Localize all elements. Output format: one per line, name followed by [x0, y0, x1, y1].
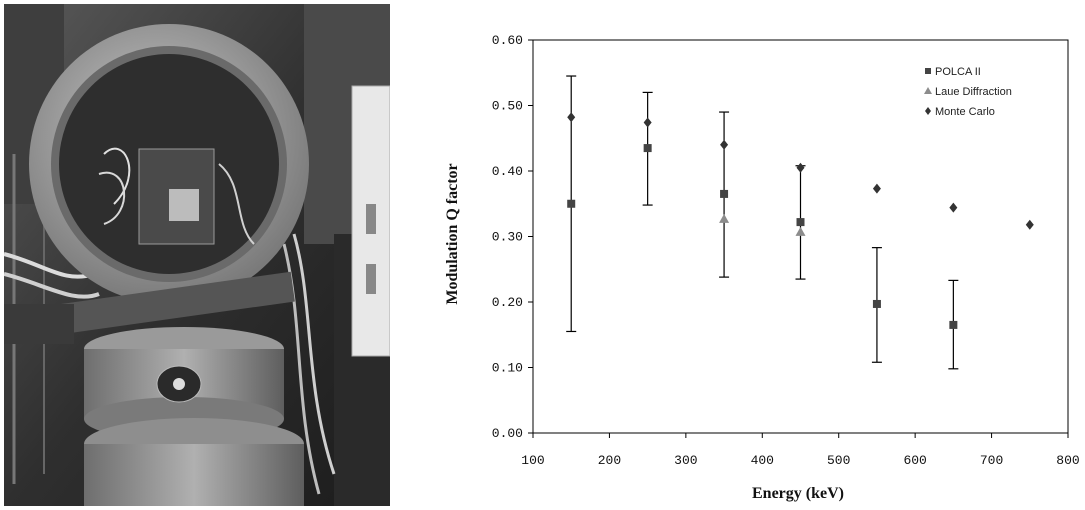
monte-carlo-point [949, 202, 958, 213]
x-tick-label: 300 [674, 453, 697, 468]
y-tick-label: 0.50 [492, 99, 523, 114]
y-axis-label: Modulation Q factor [444, 163, 461, 304]
instrument-photo-drawing [3, 4, 391, 506]
x-axis-label: Energy (keV) [752, 485, 844, 502]
y-tick-label: 0.60 [492, 33, 523, 48]
polca-ii-point [720, 189, 729, 198]
polca-ii-point [949, 320, 958, 329]
monte-carlo-point [796, 162, 805, 173]
q-factor-chart: 100 200 300 400 500 600 700 800 0.00 0.10 0.20 0.3… [444, 33, 1080, 502]
monte-carlo-point [643, 117, 652, 128]
legend-marker-monte-carlo [925, 107, 931, 115]
legend-label-laue-diffraction: Laue Diffraction [935, 86, 1012, 98]
y-axis: 0.00 0.10 0.20 0.30 0.40 0.50 0.60 [492, 33, 533, 441]
laue-diffraction-point [795, 226, 806, 236]
polca-ii-point [796, 218, 805, 227]
x-tick-label: 500 [827, 453, 850, 468]
x-tick-label: 800 [1056, 453, 1079, 468]
x-axis: 100 200 300 400 500 600 700 800 [521, 433, 1080, 468]
x-tick-label: 600 [903, 453, 926, 468]
legend-marker-polca-ii [925, 68, 931, 74]
monte-carlo-point [1025, 219, 1034, 230]
legend-label-polca-ii: POLCA II [935, 66, 981, 78]
error-bars [566, 75, 959, 370]
x-tick-label: 700 [980, 453, 1003, 468]
x-tick-label: 100 [521, 453, 544, 468]
polca-ii-point [872, 299, 881, 308]
y-tick-label: 0.00 [492, 426, 523, 441]
y-tick-label: 0.30 [492, 230, 523, 245]
instrument-photo [3, 4, 391, 506]
monte-carlo-point [872, 183, 881, 194]
laue-diffraction-point [719, 213, 730, 223]
legend-marker-laue-diffraction [924, 87, 932, 94]
polca-ii-point [567, 199, 576, 208]
legend-label-monte-carlo: Monte Carlo [935, 106, 995, 118]
y-tick-label: 0.10 [492, 361, 523, 376]
monte-carlo-point [567, 112, 576, 123]
y-tick-label: 0.20 [492, 295, 523, 310]
legend: POLCA II Laue Diffraction Monte Carlo [924, 66, 1012, 118]
monte-carlo-point [720, 139, 729, 150]
data-markers [567, 112, 1034, 329]
x-tick-label: 200 [598, 453, 621, 468]
chart-panel: 100 200 300 400 500 600 700 800 0.00 0.10 0.20 0.3… [420, 0, 1085, 510]
y-tick-label: 0.40 [492, 164, 523, 179]
x-tick-label: 400 [751, 453, 774, 468]
polca-ii-point [643, 144, 652, 153]
